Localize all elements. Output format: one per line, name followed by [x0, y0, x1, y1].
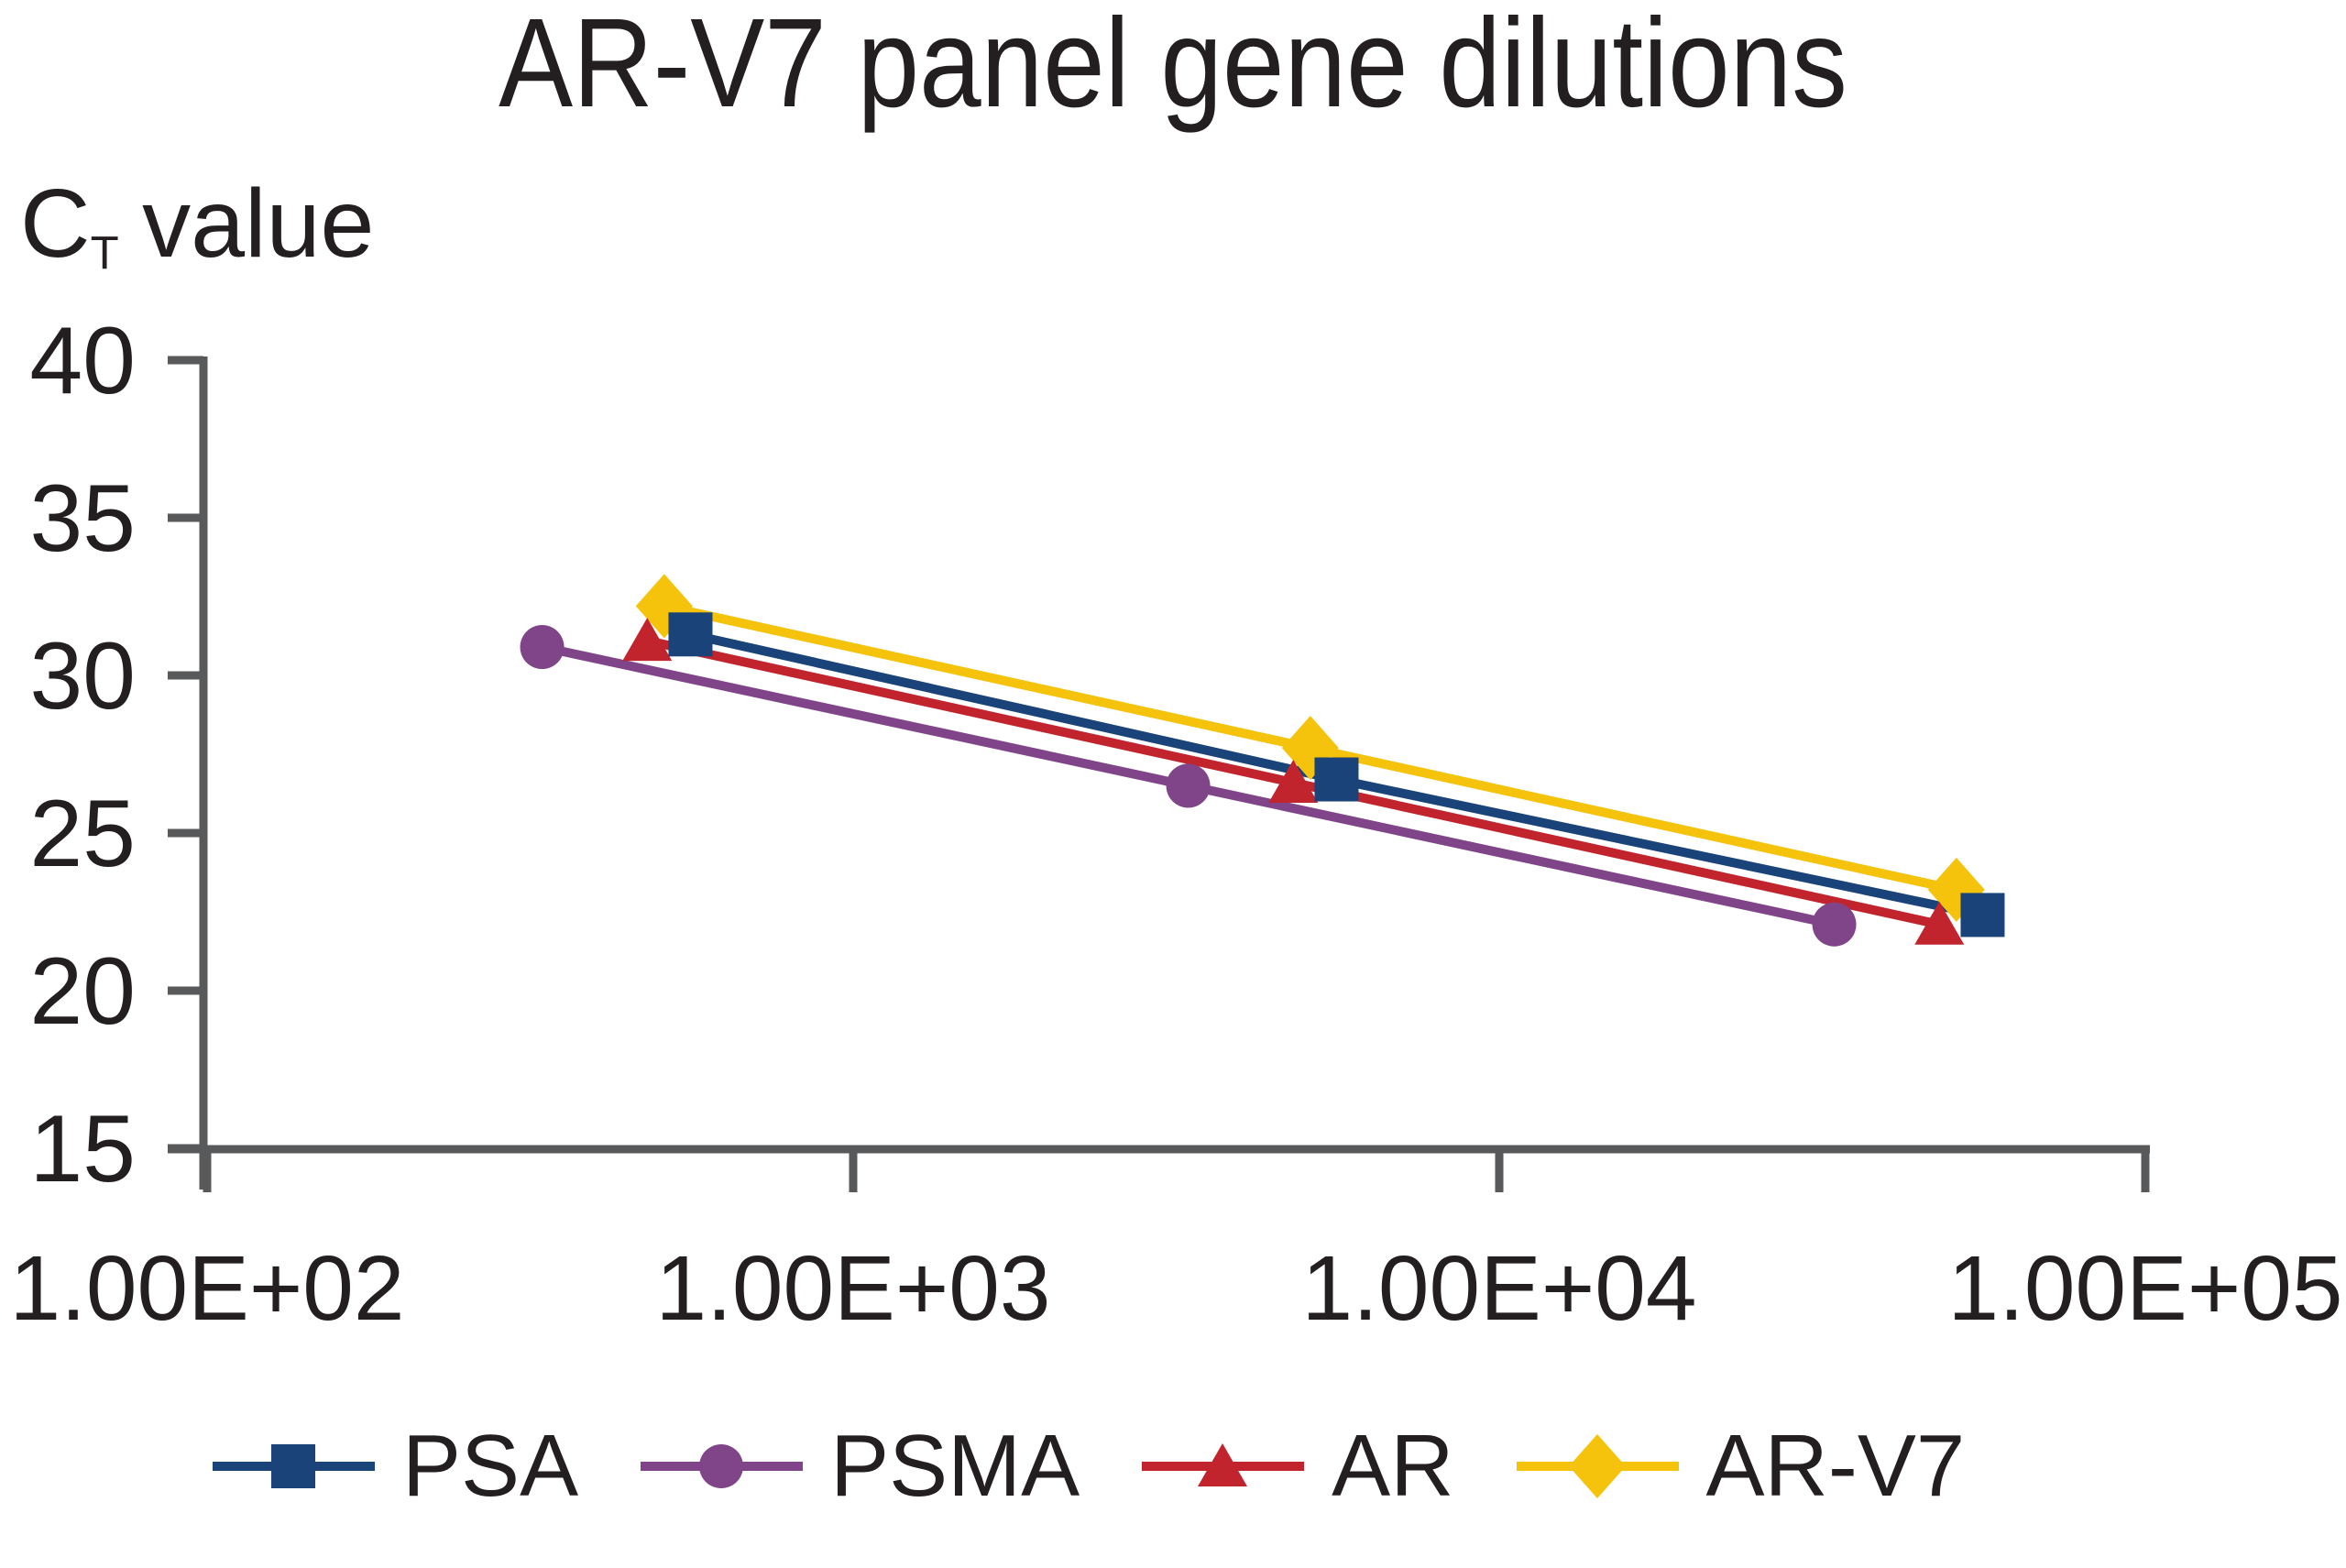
x-tick-label-0: 1.00E+02: [10, 1237, 405, 1340]
ar-v7-legend-marker-icon: [1516, 1434, 1679, 1498]
psma-legend-marker-icon: [641, 1444, 804, 1488]
ar-legend-marker-icon: [1142, 1443, 1305, 1486]
marker-psa-1: [1314, 757, 1359, 802]
x-tick-label-2: 1.00E+04: [1302, 1237, 1697, 1340]
legend-item-psa: PSA: [209, 1422, 578, 1510]
y-tick-label-1: 35: [29, 466, 136, 572]
marker-psma-0: [520, 625, 565, 670]
y-axis-label: CT value: [20, 170, 374, 279]
y-tick-label-3: 25: [29, 781, 136, 887]
legend-label-psma: PSMA: [830, 1417, 1080, 1515]
legend-label-psa: PSA: [402, 1417, 579, 1515]
y-tick-label-5: 15: [29, 1096, 136, 1202]
y-axis-label-subscript: T: [90, 226, 119, 280]
legend-item-ar: AR: [1138, 1417, 1454, 1515]
marker-ar-0: [622, 618, 673, 662]
x-tick-label-3: 1.00E+05: [1948, 1237, 2343, 1340]
psa-legend-marker-icon: [213, 1444, 375, 1488]
legend-item-ar-v7: AR-V7: [1513, 1417, 1966, 1515]
legend-label-ar-v7: AR-V7: [1705, 1417, 1966, 1515]
y-axis-label-main: C: [20, 170, 91, 278]
y-axis-label-rest: value: [142, 170, 375, 278]
marker-psa-2: [1960, 893, 2005, 938]
y-tick-label-2: 30: [29, 623, 136, 729]
legend-label-ar: AR: [1332, 1417, 1454, 1515]
chart-title: AR-V7 panel gene dilutions: [499, 0, 1847, 134]
legend: PSA PSMA AR AR-V7: [209, 1422, 1965, 1510]
marker-psa-0: [668, 612, 713, 657]
marker-ar-2: [1914, 901, 1965, 945]
legend-item-psma: PSMA: [637, 1422, 1080, 1510]
marker-ar-1: [1268, 759, 1319, 803]
marker-psma-2: [1812, 902, 1857, 947]
y-tick-label-4: 20: [29, 938, 136, 1045]
x-tick-label-1: 1.00E+03: [656, 1237, 1051, 1340]
y-tick-label-0: 40: [29, 308, 136, 414]
marker-psma-1: [1166, 763, 1211, 808]
